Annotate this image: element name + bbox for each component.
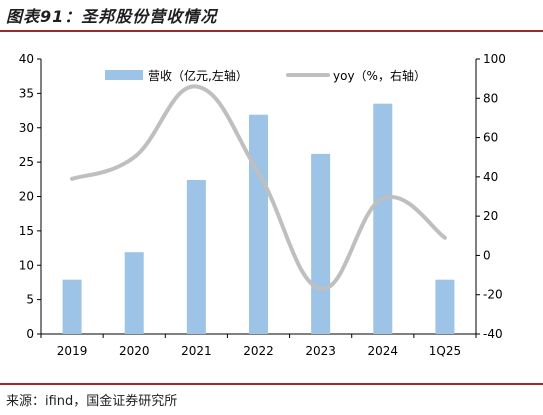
bar — [311, 153, 331, 334]
right-tick-label: -20 — [483, 288, 503, 302]
legend-line-label: yoy（%，右轴） — [333, 68, 426, 83]
x-tick-label: 2020 — [119, 344, 150, 358]
bar — [124, 252, 144, 334]
x-tick-label: 1Q25 — [429, 344, 461, 358]
right-tick-label: 40 — [483, 170, 498, 184]
line-series — [70, 84, 447, 291]
figure-source: 来源：ifind，国金证券研究所 — [6, 394, 178, 409]
bar — [62, 279, 82, 334]
right-tick-label: 80 — [483, 91, 498, 105]
bar — [435, 279, 455, 334]
left-tick-label: 15 — [19, 224, 34, 238]
chart-legend: 营收（亿元,左轴） yoy（%，右轴） — [105, 68, 426, 83]
x-tick-label: 2023 — [305, 344, 336, 358]
left-tick-label: 10 — [19, 258, 34, 272]
right-tick-label: 0 — [483, 248, 491, 262]
x-tick-label: 2022 — [243, 344, 274, 358]
x-tick-label: 2021 — [181, 344, 212, 358]
bar — [249, 114, 268, 334]
left-tick-label: 0 — [26, 327, 34, 341]
x-tick-label: 2019 — [57, 344, 88, 358]
left-tick-label: 30 — [19, 121, 34, 135]
chart-svg: 0 5 10 15 20 25 30 35 40 -40 -20 0 20 40 60 80 100 2019 20… — [19, 52, 506, 358]
left-tick-label: 25 — [19, 155, 34, 169]
left-tick-label: 20 — [19, 190, 34, 204]
right-tick-label: 100 — [483, 52, 506, 66]
left-tick-label: 5 — [26, 293, 34, 307]
figure-title: 图表91：圣邦股份营收情况 — [6, 7, 218, 26]
yoy-line — [70, 84, 447, 291]
legend-bar-label: 营收（亿元,左轴） — [148, 68, 248, 83]
left-tick-label: 40 — [19, 52, 34, 66]
bar — [373, 103, 393, 334]
bar-series — [62, 103, 455, 334]
left-tick-label: 35 — [19, 86, 34, 100]
legend-bar-swatch — [105, 70, 143, 80]
right-tick-label: -40 — [483, 327, 503, 341]
source-rule — [0, 383, 543, 385]
x-tick-label: 2024 — [368, 344, 399, 358]
bar — [186, 180, 206, 334]
right-tick-label: 60 — [483, 131, 498, 145]
title-rule — [0, 30, 543, 32]
right-tick-label: 20 — [483, 209, 498, 223]
